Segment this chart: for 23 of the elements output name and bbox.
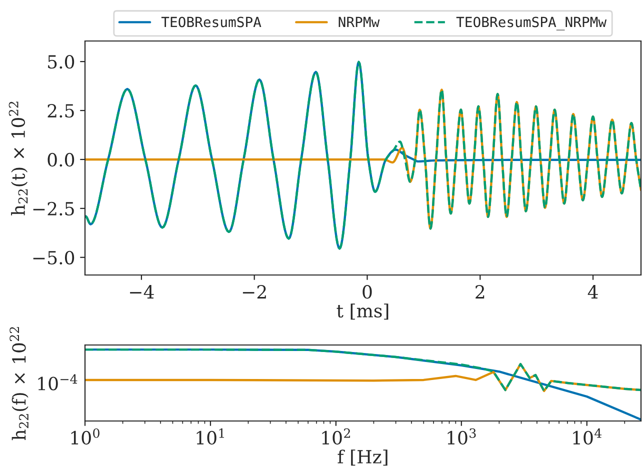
x-tick-label: 10$^{2}$ — [322, 428, 350, 445]
y-tick-label: 5.0 — [48, 55, 74, 69]
y-axis-title: h$_{22}$(t) × 10$^{22}$ — [8, 102, 28, 216]
x-axis-title: f [Hz] — [338, 450, 388, 466]
x-tick-label: 10$^{0}$ — [71, 428, 100, 445]
x-tick-label: −4 — [130, 285, 154, 298]
x-tick-label: 0 — [362, 285, 372, 299]
x-tick-label: 10$^{4}$ — [573, 428, 602, 445]
y-tick-label: −2.5 — [33, 202, 74, 216]
y-tick-label: 2.5 — [48, 104, 74, 118]
y-axis-title: h$_{22}$(f) × 10$^{22}$ — [10, 327, 28, 440]
text: 10$^{−4}$ — [38, 374, 78, 390]
x-tick-label: 2 — [476, 285, 484, 298]
x-tick-label: 4 — [588, 285, 598, 298]
legend-label: NRPMw — [338, 16, 380, 28]
y-tick-label: −5.0 — [33, 250, 74, 264]
legend-label: TEOBResumSPA_NRPMw — [456, 16, 607, 30]
x-axis-title: t [ms] — [336, 304, 388, 320]
legend-label: TEOBResumSPA — [161, 16, 262, 28]
y-tick-label: 0.0 — [48, 152, 74, 167]
x-tick-label: 10$^{3}$ — [448, 428, 476, 445]
x-tick-label: 10$^{1}$ — [196, 428, 224, 445]
x-tick-label: −2 — [242, 285, 266, 298]
